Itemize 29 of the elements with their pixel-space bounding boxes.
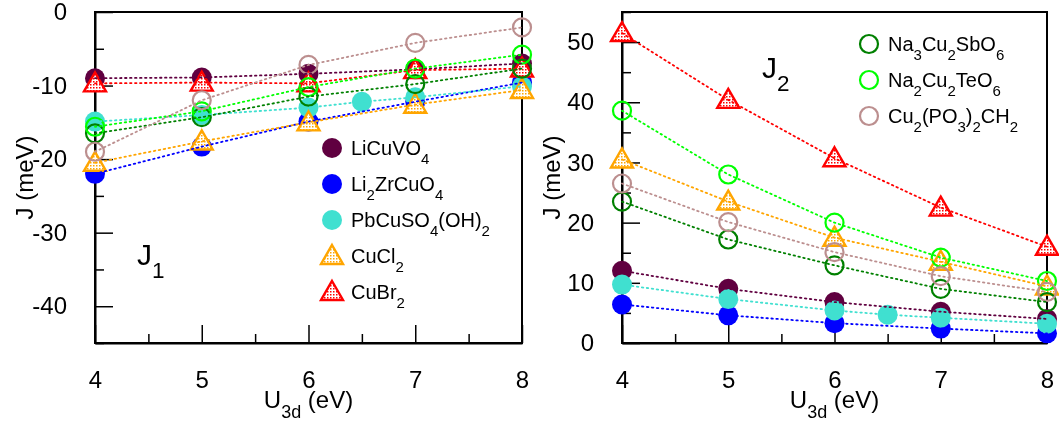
- y-tick-label: 40: [567, 88, 594, 116]
- x-tick-label: 8: [515, 366, 530, 394]
- legend-label: CuCl$_{2}$: [351, 245, 404, 275]
- y-tick-label: 30: [567, 148, 594, 176]
- annotation: J$_{1}$: [137, 238, 165, 283]
- y-tick-label: -40: [32, 292, 67, 320]
- y-tick-label: 0: [53, 0, 67, 26]
- x-tick-label: 7: [934, 366, 948, 394]
- annotation: J$_{2}$: [762, 51, 790, 96]
- x-tick-label: 7: [409, 366, 423, 394]
- legend-label: Cu$_{2}$(PO$_{3}$)$_{2}$CH$_{2}$: [888, 105, 1019, 135]
- x-tick-label: 4: [88, 366, 103, 394]
- y-tick-label: 0: [580, 329, 594, 357]
- legend-label: LiCuVO$_{4}$: [351, 137, 430, 167]
- y-axis-title: J (meV): [538, 135, 565, 220]
- y-tick-label: -10: [32, 71, 67, 99]
- x-tick-label: 4: [615, 366, 630, 394]
- legend-label: Li$_{2}$ZrCuO$_{4}$: [351, 173, 444, 203]
- legend-label: Na$_{3}$Cu$_{2}$SbO$_{6}$: [888, 33, 1005, 63]
- legend-label: PbCuSO$_{4}$(OH)$_{2}$: [351, 209, 490, 239]
- x-tick-label: 5: [722, 366, 736, 394]
- x-tick-label: 5: [195, 366, 209, 394]
- y-tick-label: 10: [567, 269, 594, 296]
- legend-label: CuBr$_{2}$: [351, 281, 405, 311]
- y-tick-label: -30: [32, 218, 67, 246]
- legend-label: Na$_{2}$Cu$_{2}$TeO$_{6}$: [888, 69, 1001, 99]
- y-tick-label: 20: [567, 208, 594, 236]
- x-tick-label: 8: [1040, 366, 1055, 394]
- y-tick-label: 50: [567, 28, 594, 56]
